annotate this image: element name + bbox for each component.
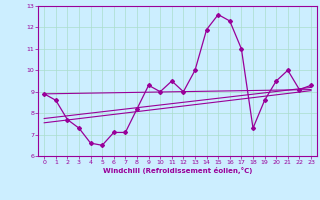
X-axis label: Windchill (Refroidissement éolien,°C): Windchill (Refroidissement éolien,°C) bbox=[103, 167, 252, 174]
